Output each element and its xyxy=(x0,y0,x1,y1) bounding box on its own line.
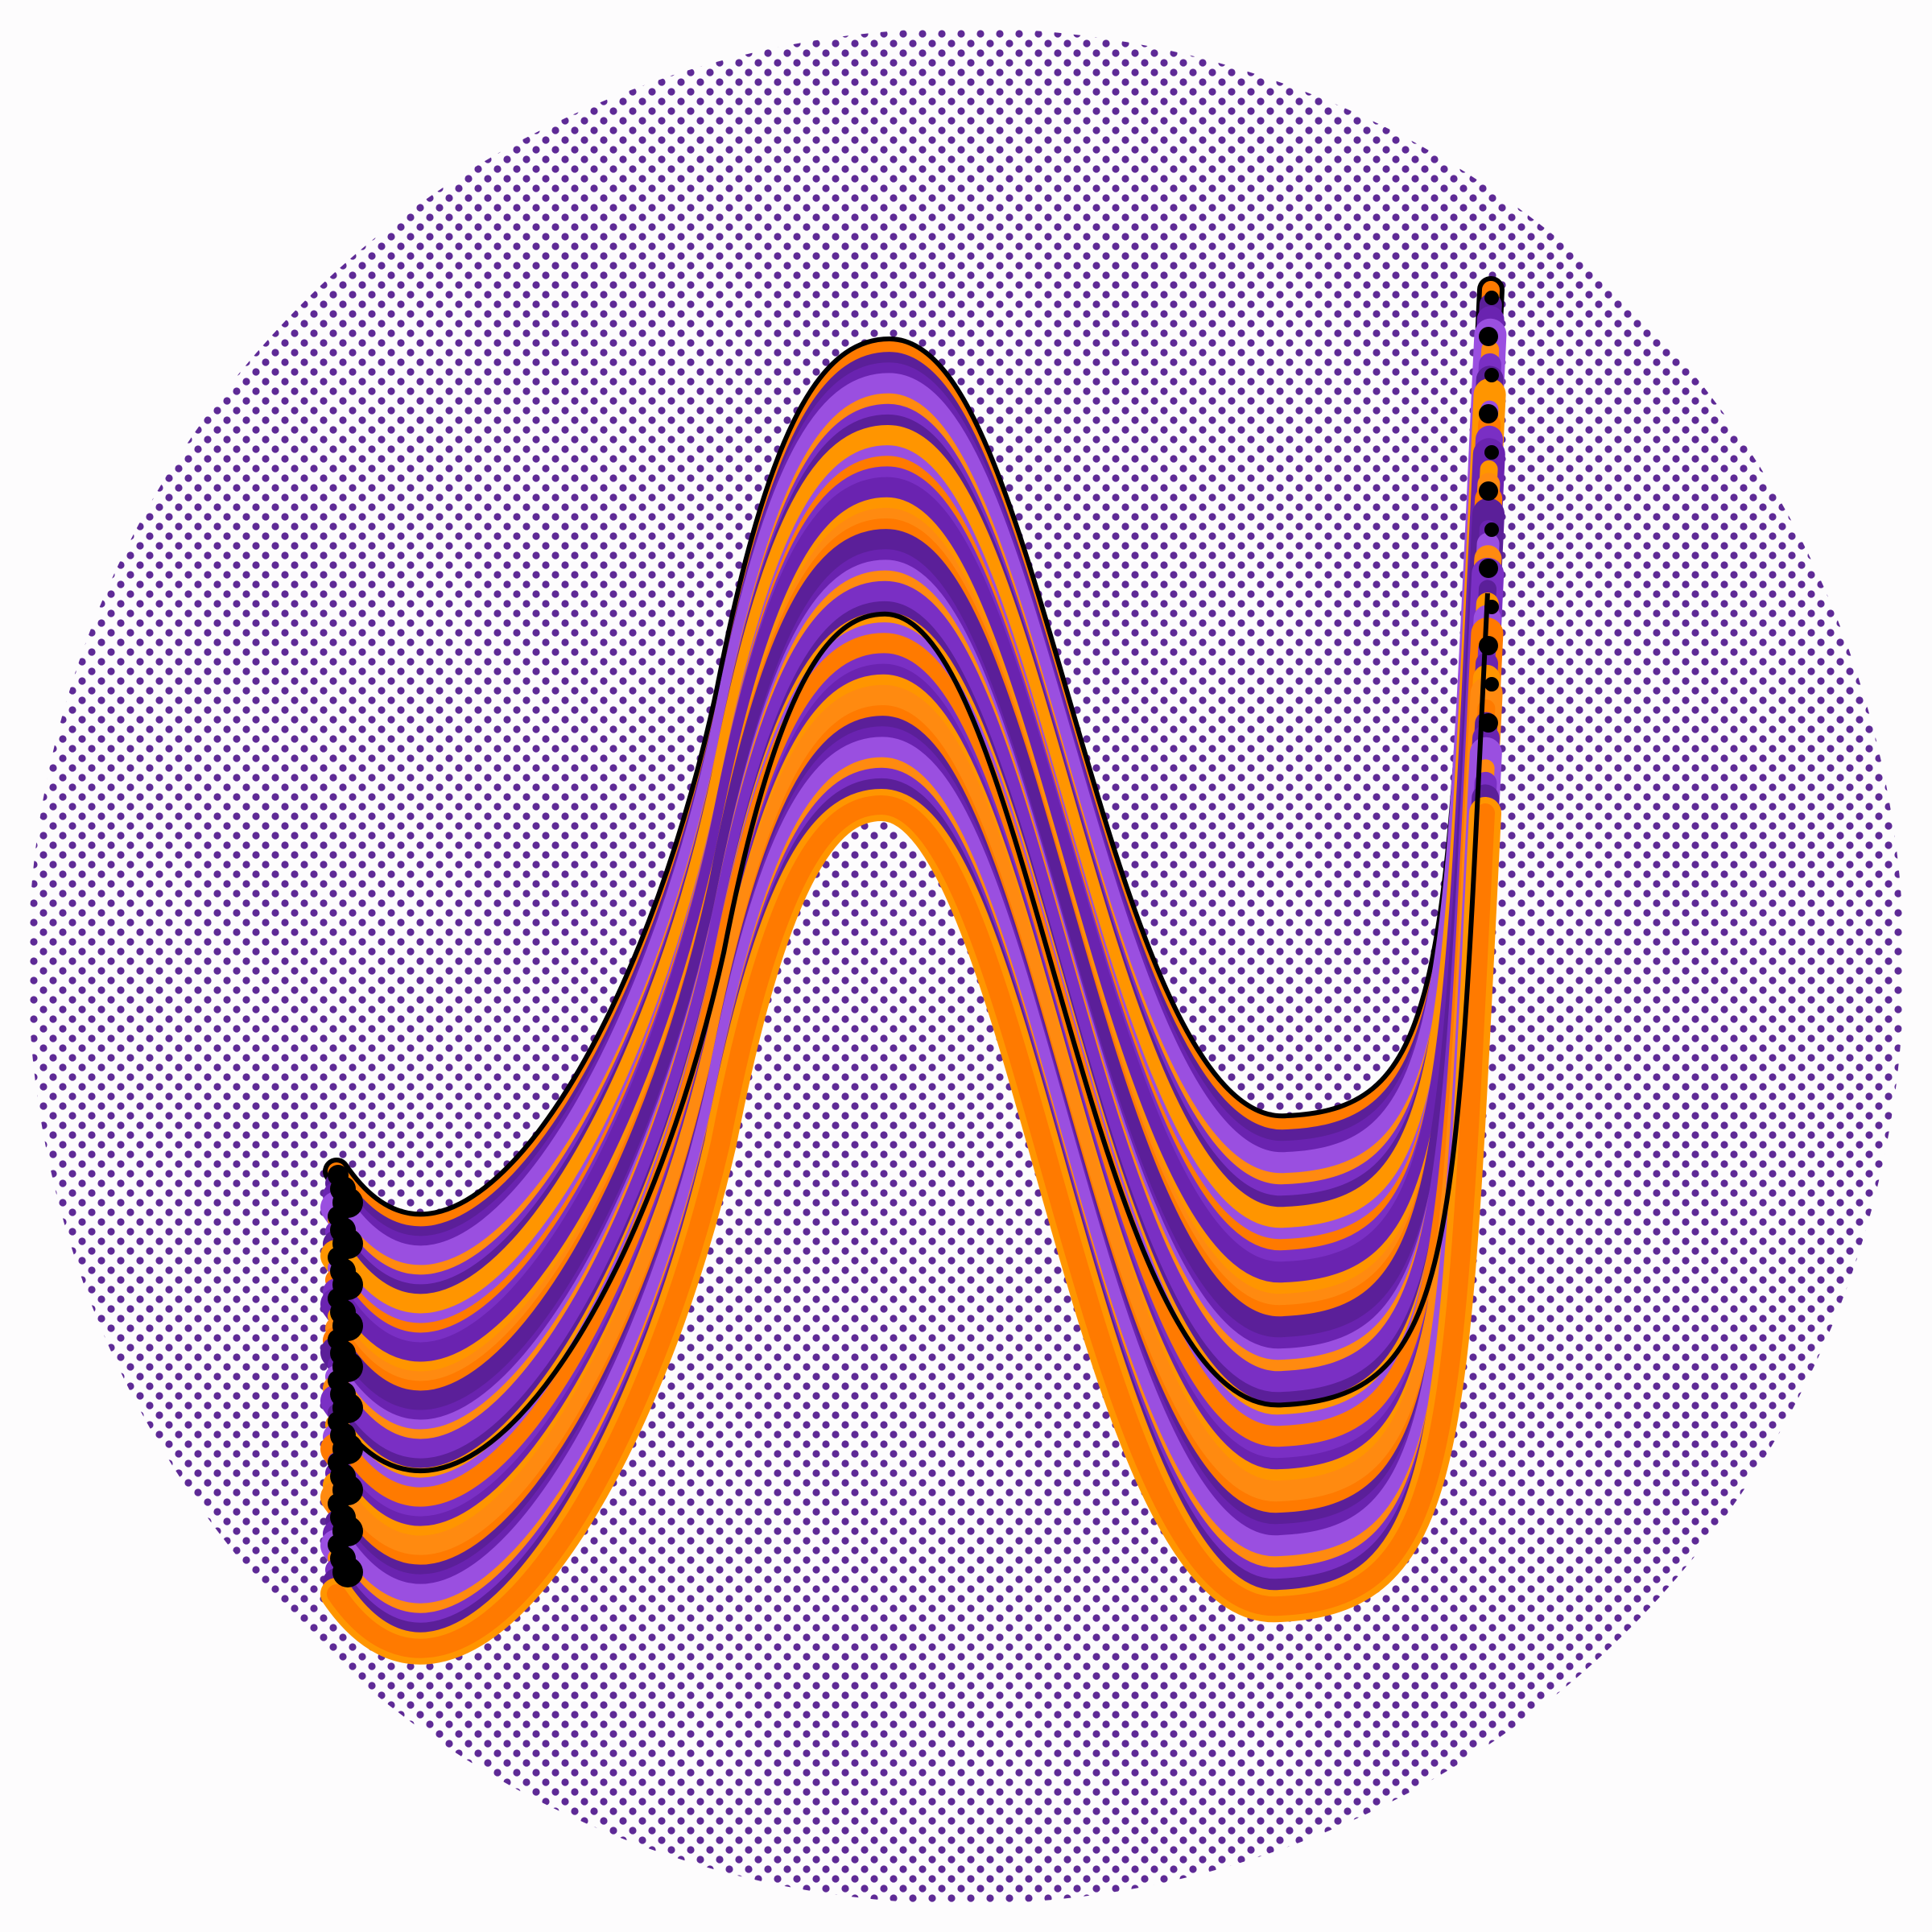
ribbon-endpoint-dot xyxy=(1484,677,1499,691)
ribbon-endpoint-dot xyxy=(1484,368,1499,382)
ribbon-endpoint-dot xyxy=(1479,404,1498,423)
ribbon-endpoints xyxy=(328,291,1499,1587)
ribbon-endpoint-dot xyxy=(1484,600,1499,614)
ribbon-endpoint-dot xyxy=(1484,291,1499,305)
ribbon-endpoint-dot xyxy=(1479,713,1498,733)
ribbon-endpoint-dot xyxy=(1479,327,1498,346)
ribbon-endpoint-dot xyxy=(1479,559,1498,578)
ribbon-endpoint-dot xyxy=(1479,636,1498,655)
ribbon-bottom-edge xyxy=(327,795,1495,1658)
wave-ribbon xyxy=(320,276,1507,1665)
dotted-disc xyxy=(28,28,1904,1904)
ribbon-endpoint-dot xyxy=(332,1557,363,1587)
ribbon-inner-outline xyxy=(334,592,1490,1474)
ribbon-endpoint-dot xyxy=(1484,522,1499,537)
ribbon-endpoint-dot xyxy=(1484,445,1499,460)
ribbon-endpoint-dot xyxy=(1479,481,1498,501)
